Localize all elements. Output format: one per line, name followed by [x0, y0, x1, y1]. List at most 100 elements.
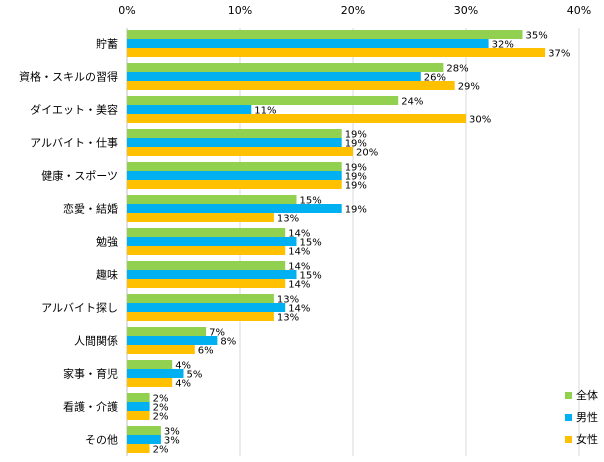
data-label: 32% [492, 40, 514, 51]
bar [127, 444, 150, 453]
data-label: 3% [164, 427, 180, 438]
x-tick-label: 40% [567, 4, 591, 17]
data-label: 4% [175, 361, 191, 372]
category-label: 家事・育児 [63, 367, 118, 381]
data-label: 5% [187, 370, 203, 381]
category-label: 恋愛・結婚 [63, 202, 118, 216]
bar [127, 204, 342, 213]
data-label: 2% [153, 403, 169, 414]
bar [127, 426, 161, 435]
data-label: 19% [345, 130, 367, 141]
data-label: 26% [424, 73, 446, 84]
bar [127, 213, 274, 222]
category-label: アルバイト・仕事 [30, 137, 118, 150]
bar [127, 393, 150, 402]
legend-swatch [565, 414, 572, 421]
data-label: 19% [345, 172, 367, 183]
data-label: 7% [209, 328, 225, 339]
legend-swatch [565, 392, 572, 399]
bar [127, 81, 455, 90]
data-label: 2% [153, 412, 169, 423]
data-label: 14% [288, 280, 310, 291]
bar [127, 294, 274, 303]
data-label: 14% [288, 247, 310, 258]
bar [127, 345, 195, 354]
bar [127, 402, 150, 411]
data-label: 13% [277, 313, 299, 324]
legend-label: 全体 [576, 388, 598, 402]
bar [127, 270, 297, 279]
category-label: 健康・スポーツ [41, 169, 118, 183]
data-label: 15% [300, 238, 322, 249]
bar [127, 105, 252, 114]
category-label: 趣味 [96, 268, 118, 282]
legend-label: 女性 [576, 432, 598, 446]
bar [127, 327, 207, 336]
data-label: 14% [288, 229, 310, 240]
bar [127, 261, 286, 270]
bar [127, 138, 342, 147]
category-label: 勉強 [96, 235, 118, 249]
bar [127, 303, 286, 312]
x-tick-label: 20% [341, 4, 365, 17]
data-label: 2% [153, 445, 169, 456]
data-label: 29% [458, 82, 480, 93]
bar [127, 246, 286, 255]
data-label: 35% [526, 31, 548, 42]
data-label: 14% [288, 262, 310, 273]
data-label: 15% [300, 271, 322, 282]
data-label: 8% [220, 337, 236, 348]
legend-swatch [565, 436, 572, 443]
bar [127, 114, 466, 123]
legend-label: 男性 [576, 410, 598, 424]
data-label: 19% [345, 181, 367, 192]
bar [127, 378, 173, 387]
bar [127, 30, 523, 39]
data-label: 3% [164, 436, 180, 447]
bar [127, 237, 297, 246]
category-label: ダイエット・美容 [30, 103, 118, 117]
category-label: 貯蓄 [96, 38, 118, 51]
data-label: 24% [401, 97, 423, 108]
data-label: 28% [446, 64, 468, 75]
data-label: 6% [198, 346, 214, 357]
bar [127, 48, 546, 57]
x-tick-label: 10% [228, 4, 252, 17]
bar [127, 72, 421, 81]
bar [127, 336, 218, 345]
category-label: 看護・介護 [63, 400, 118, 414]
bar [127, 228, 286, 237]
data-label: 13% [277, 295, 299, 306]
bar [127, 195, 297, 204]
x-tick-label: 0% [118, 4, 135, 17]
data-label: 2% [153, 394, 169, 405]
data-label: 37% [548, 49, 570, 60]
data-label: 11% [254, 106, 276, 117]
bar [127, 180, 342, 189]
data-label: 14% [288, 304, 310, 315]
bar [127, 39, 489, 48]
bar [127, 96, 399, 105]
bar [127, 435, 161, 444]
data-label: 20% [356, 148, 378, 159]
bar [127, 411, 150, 420]
data-label: 13% [277, 214, 299, 225]
x-tick-label: 30% [454, 4, 478, 17]
bar [127, 369, 184, 378]
category-label: その他 [85, 434, 118, 447]
data-label: 30% [469, 115, 491, 126]
bar [127, 129, 342, 138]
data-label: 19% [345, 139, 367, 150]
data-label: 4% [175, 379, 191, 390]
data-label: 15% [300, 196, 322, 207]
bar [127, 63, 444, 72]
bar [127, 312, 274, 321]
bar [127, 279, 286, 288]
data-label: 19% [345, 163, 367, 174]
bar [127, 171, 342, 180]
bar [127, 360, 173, 369]
data-label: 19% [345, 205, 367, 216]
category-label: アルバイト探し [41, 302, 118, 315]
